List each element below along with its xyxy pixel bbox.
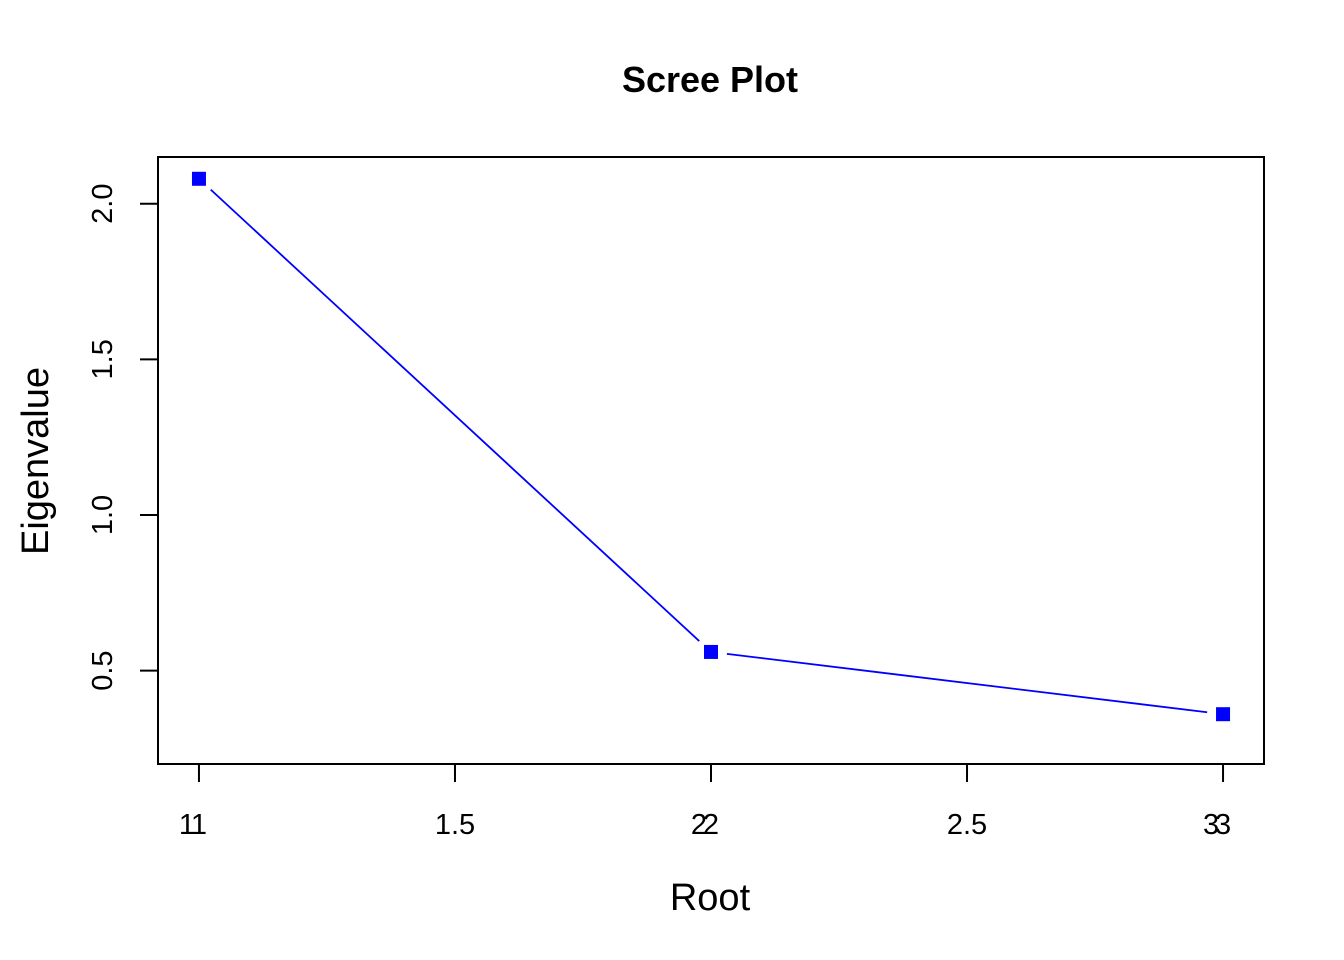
series-line-segment — [726, 652, 1208, 714]
chart-title: Scree Plot — [622, 59, 798, 100]
data-point-marker — [1216, 707, 1231, 722]
x-axis: 1 1.5 2 2.5 3 1 2 3 — [179, 763, 1231, 841]
series-group — [191, 171, 1231, 722]
y-tick-label: 0.5 — [87, 650, 119, 690]
x-axis-label: Root — [670, 877, 751, 919]
x-overprint-label: 1 — [179, 809, 195, 841]
y-tick-label: 1.0 — [87, 495, 119, 535]
x-tick-label: 3 — [1215, 809, 1231, 841]
plot-frame — [157, 156, 1265, 765]
series-line-segment — [210, 188, 700, 642]
x-overprint-label: 2 — [691, 809, 707, 841]
y-tick-label: 1.5 — [87, 339, 119, 379]
data-point-marker — [704, 644, 718, 659]
x-overprint-label: 3 — [1203, 809, 1219, 841]
data-point-marker — [191, 171, 206, 186]
x-tick-label: 2 — [703, 809, 719, 841]
x-tick-label: 2.5 — [947, 809, 987, 841]
y-tick-label: 2.0 — [87, 184, 119, 224]
y-axis-label: Eigenvalue — [15, 367, 57, 555]
x-tick-label: 1.5 — [435, 809, 475, 841]
x-tick-label: 1 — [191, 809, 207, 841]
y-axis: 0.5 1.0 1.5 2.0 — [87, 184, 159, 691]
